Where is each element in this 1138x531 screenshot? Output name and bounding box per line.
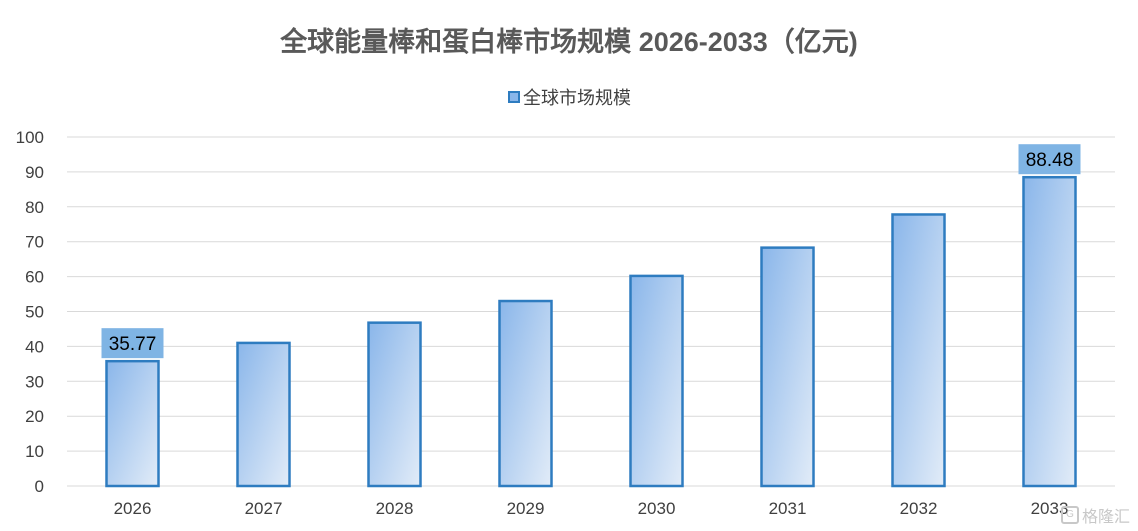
x-tick-label: 2028 — [376, 499, 414, 518]
x-tick-label: 2031 — [769, 499, 807, 518]
bar-2032 — [891, 213, 946, 488]
data-labels: 35.77 88.48 — [101, 144, 1081, 359]
y-tick-label: 50 — [25, 303, 44, 322]
data-label: 88.48 — [1026, 150, 1074, 171]
y-tick-label: 60 — [25, 268, 44, 287]
y-tick-label: 10 — [25, 442, 44, 461]
bar-2026 — [105, 359, 160, 488]
bar-2030 — [629, 274, 684, 488]
data-label-box — [101, 328, 164, 359]
bar-2027 — [236, 341, 291, 488]
legend: 全球市场规模 — [508, 88, 631, 108]
y-tick-label: 70 — [25, 233, 44, 252]
y-tick-label: 90 — [25, 163, 44, 182]
x-tick-label: 2030 — [638, 499, 676, 518]
bar-2031 — [760, 246, 815, 488]
x-tick-label: 2033 — [1031, 499, 1069, 518]
watermark-text: 格隆汇 — [1081, 509, 1130, 526]
y-tick-label: 100 — [16, 128, 44, 147]
legend-swatch — [508, 91, 520, 103]
watermark: G 格隆汇 — [1060, 503, 1130, 527]
data-label: 35.77 — [109, 334, 157, 355]
y-tick-label: 40 — [25, 337, 44, 356]
data-label-box — [1018, 144, 1081, 175]
y-axis-ticks: 0 10 20 30 40 50 60 70 80 90 100 — [16, 128, 44, 496]
x-axis-ticks: 2026 2027 2028 2029 2030 2031 2032 2033 — [114, 499, 1069, 518]
y-tick-label: 30 — [25, 372, 44, 391]
bar-2028 — [367, 321, 422, 488]
bar-2033 — [1022, 175, 1077, 488]
chart-title: 全球能量棒和蛋白棒市场规模 2026-2033（亿元) — [279, 26, 858, 57]
y-tick-label: 0 — [35, 477, 44, 496]
legend-label: 全球市场规模 — [523, 88, 631, 108]
x-tick-label: 2032 — [900, 499, 938, 518]
gridlines — [67, 136, 1115, 487]
y-tick-label: 80 — [25, 198, 44, 217]
y-tick-label: 20 — [25, 407, 44, 426]
x-tick-label: 2029 — [507, 499, 545, 518]
bar-2029 — [498, 299, 553, 488]
x-tick-label: 2026 — [114, 499, 152, 518]
watermark-logo-icon: G — [1060, 506, 1079, 524]
bars — [105, 175, 1077, 488]
x-tick-label: 2027 — [245, 499, 283, 518]
